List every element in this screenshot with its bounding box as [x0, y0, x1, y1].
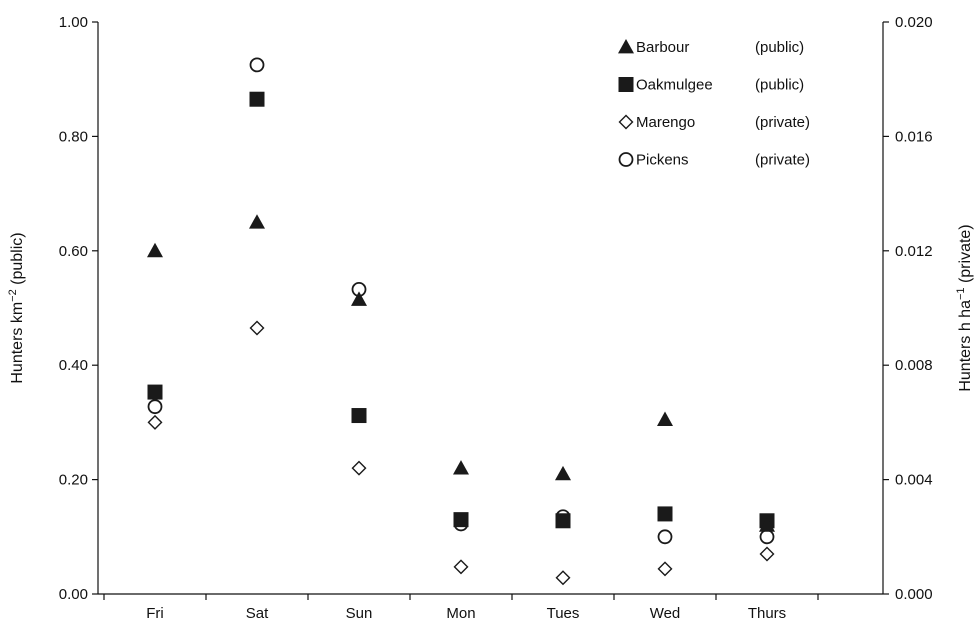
x-tick-label: Wed: [650, 605, 681, 622]
legend-label-barbour: Barbour: [636, 39, 689, 56]
x-tick-label: Sun: [346, 605, 373, 622]
y-right-tick-label: 0.000: [895, 586, 933, 603]
legend-marker-marengo: [618, 114, 634, 130]
point-barbour: [555, 465, 571, 481]
x-tick-label: Sat: [246, 605, 269, 622]
x-tick-label: Tues: [547, 605, 580, 622]
x-tick-label: Mon: [446, 605, 475, 622]
point-barbour: [147, 242, 163, 258]
legend-ownership-oakmulgee: (public): [755, 77, 804, 94]
y-right-tick-label: 0.008: [895, 357, 933, 374]
point-oakmulgee: [453, 512, 469, 528]
point-barbour: [249, 214, 265, 229]
y-left-tick-label: 0.60: [59, 243, 88, 260]
legend-marker-barbour: [618, 39, 634, 54]
point-barbour: [351, 291, 367, 306]
point-pickens: [453, 516, 469, 532]
legend: Barbour (public) Oakmulgee (public) Marengo (…: [618, 39, 810, 169]
legend-ownership-marengo: (private): [755, 114, 810, 131]
point-oakmulgee: [657, 506, 673, 522]
legend-label-marengo: Marengo: [636, 114, 695, 131]
point-barbour: [453, 460, 469, 475]
point-oakmulgee: [249, 91, 265, 107]
y-left-axis-title: Hunters km−2 (public): [7, 232, 26, 383]
point-pickens: [555, 509, 571, 525]
y-left-tick-label: 0.00: [59, 586, 88, 603]
point-oakmulgee: [555, 513, 571, 529]
point-barbour: [759, 517, 775, 532]
legend-label-oakmulgee: Oakmulgee: [636, 77, 713, 94]
point-barbour: [657, 411, 673, 426]
point-marengo: [351, 460, 367, 476]
y-left-tick-label: 0.20: [59, 472, 88, 489]
y-right-tick-label: 0.020: [895, 14, 933, 31]
point-marengo: [453, 559, 469, 575]
point-marengo: [555, 570, 571, 586]
legend-ownership-pickens: (private): [755, 152, 810, 169]
x-ticks: Fri Sat Sun Mon Tues Wed Thurs: [103, 594, 819, 622]
point-pickens: [759, 529, 775, 545]
data-markers: [147, 57, 775, 586]
x-tick-label: Thurs: [748, 605, 786, 622]
point-oakmulgee: [351, 408, 367, 424]
left-ticks: 0.00 0.20 0.40 0.60 0.80 1.00: [59, 14, 98, 603]
y-left-tick-label: 1.00: [59, 14, 88, 31]
point-pickens: [657, 529, 673, 545]
y-right-tick-label: 0.016: [895, 128, 933, 145]
legend-marker-pickens: [618, 152, 634, 167]
y-right-tick-label: 0.004: [895, 472, 933, 489]
legend-ownership-barbour: (public): [755, 39, 804, 56]
point-marengo: [147, 414, 163, 430]
point-marengo: [759, 546, 775, 562]
y-left-tick-label: 0.80: [59, 128, 88, 145]
y-right-tick-label: 0.012: [895, 243, 933, 260]
point-marengo: [657, 561, 673, 577]
point-oakmulgee: [147, 384, 163, 400]
x-tick-label: Fri: [146, 605, 164, 622]
legend-marker-oakmulgee: [618, 77, 634, 92]
point-marengo: [249, 320, 265, 336]
legend-label-pickens: Pickens: [636, 152, 689, 169]
point-pickens: [249, 57, 265, 73]
point-pickens: [351, 282, 367, 297]
point-pickens: [147, 399, 163, 415]
y-left-tick-label: 0.40: [59, 357, 88, 374]
y-right-axis-title: Hunters h ha−1 (private): [955, 224, 974, 391]
axes: [97, 22, 884, 595]
right-ticks: 0.000 0.004 0.008 0.012 0.016 0.020: [883, 14, 933, 603]
